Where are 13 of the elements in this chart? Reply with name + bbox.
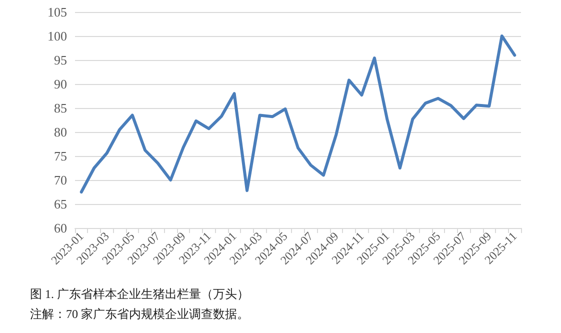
y-tick-label: 80 (54, 124, 67, 140)
text: 注解：70 家广东省内规模企业调查数据。 (30, 307, 249, 321)
line-series (80, 34, 516, 194)
y-tick-label: 60 (54, 220, 67, 236)
y-tick-label: 85 (54, 100, 67, 116)
text: 图 1. 广东省样本企业生猪出栏量（万头） (30, 287, 249, 301)
y-tick-label: 100 (48, 28, 67, 44)
y-tick-label: 105 (48, 4, 67, 20)
y-tick-label: 95 (54, 52, 67, 68)
y-tick-label: 75 (54, 148, 67, 164)
y-tick-label: 65 (54, 196, 67, 212)
y-tick-label: 70 (54, 172, 67, 188)
y-tick-label: 90 (54, 76, 67, 92)
